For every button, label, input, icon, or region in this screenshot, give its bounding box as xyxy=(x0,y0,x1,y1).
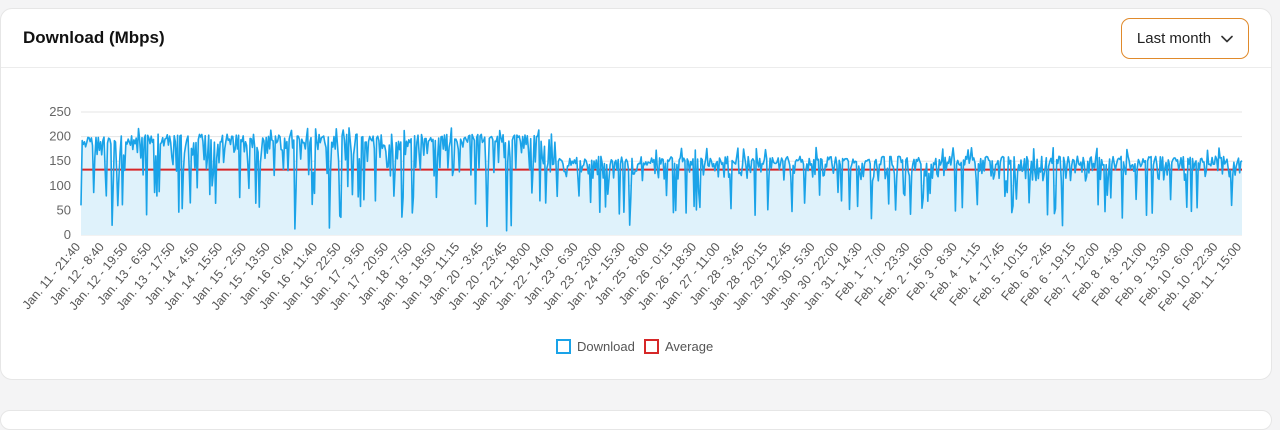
chevron-down-icon xyxy=(1221,35,1233,43)
legend-label-download: Download xyxy=(577,339,635,354)
download-line xyxy=(80,127,1243,232)
chart-area: 0 50 100 150 200 250 Jan. 11 - 21:40 Jan. 12 - … xyxy=(1,69,1271,379)
legend-swatch-average xyxy=(644,339,659,354)
time-range-dropdown[interactable]: Last month xyxy=(1121,18,1249,59)
y-tick-label: 50 xyxy=(57,202,71,217)
y-tick-label: 200 xyxy=(49,129,71,144)
y-tick-label: 0 xyxy=(64,227,71,242)
download-chart-card: Download (Mbps) Last month 0 50 100 150 200 2… xyxy=(0,8,1272,380)
y-tick-label: 250 xyxy=(49,104,71,119)
legend-label-average: Average xyxy=(665,339,713,354)
chart-legend: Download Average xyxy=(556,339,713,354)
time-range-selected: Last month xyxy=(1136,30,1212,47)
download-area xyxy=(81,127,1242,235)
y-tick-label: 150 xyxy=(49,153,71,168)
chart-title: Download (Mbps) xyxy=(23,28,165,47)
card-header: Download (Mbps) Last month xyxy=(1,9,1271,68)
legend-swatch-download xyxy=(556,339,571,354)
y-tick-label: 100 xyxy=(49,178,71,193)
next-card xyxy=(0,410,1272,430)
